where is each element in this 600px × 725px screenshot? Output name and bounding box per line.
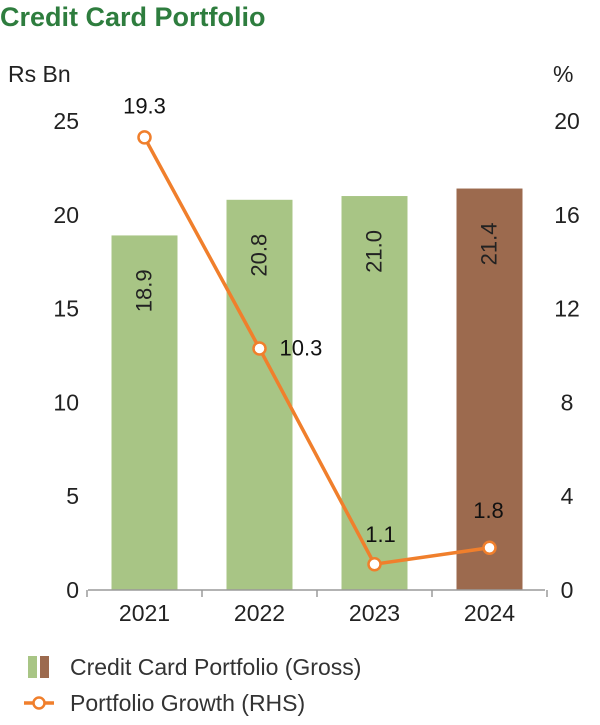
growth-point [252, 341, 267, 356]
right-tick-label: 20 [554, 108, 580, 134]
right-tick-label: 16 [554, 202, 580, 228]
right-tick-label: 0 [561, 577, 574, 603]
left-tick-label: 15 [53, 296, 79, 322]
growth-point [367, 556, 382, 572]
growth-value-label: 1.8 [473, 498, 504, 523]
bar-value-label: 21.4 [477, 223, 502, 266]
right-tick-label: 12 [554, 296, 580, 322]
right-axis-ticks: 0 4 8 12 16 20 [554, 108, 580, 603]
x-tick-label: 2022 [234, 600, 285, 626]
x-axis-ticks: 2021 2022 2023 2024 [86, 590, 548, 626]
right-tick-label: 4 [561, 483, 574, 509]
bar-value-label: 18.9 [132, 269, 157, 312]
left-tick-label: 20 [53, 202, 79, 228]
line-labels: 19.3 10.3 1.1 1.8 [123, 93, 504, 547]
growth-point [482, 540, 497, 556]
bar [226, 199, 293, 591]
bar [456, 188, 523, 590]
left-tick-label: 0 [66, 577, 79, 603]
bar-value-label: 20.8 [247, 234, 272, 277]
chart-title: Credit Card Portfolio [0, 2, 266, 32]
left-axis-unit: Rs Bn [8, 61, 71, 87]
growth-value-label: 10.3 [280, 335, 323, 360]
growth-point [137, 130, 152, 145]
legend-bar-swatch [28, 656, 49, 678]
left-axis-ticks: 0 5 10 15 20 25 [53, 108, 79, 603]
bar-labels: 18.9 20.8 21.0 21.4 [132, 223, 502, 313]
left-tick-label: 25 [53, 108, 79, 134]
bar [111, 235, 178, 590]
right-axis-unit: % [553, 61, 573, 87]
x-tick-label: 2021 [119, 600, 170, 626]
growth-value-label: 19.3 [123, 93, 166, 118]
left-tick-label: 10 [53, 389, 79, 415]
legend-label-portfolio: Credit Card Portfolio (Gross) [70, 654, 361, 680]
x-tick-label: 2024 [464, 600, 515, 626]
growth-value-label: 1.1 [365, 522, 396, 547]
x-tick-label: 2023 [349, 600, 400, 626]
legend-item-growth: Portfolio Growth (RHS) [24, 690, 305, 716]
growth-line-series [137, 130, 497, 572]
legend: Credit Card Portfolio (Gross) Portfolio … [24, 654, 361, 716]
legend-item-portfolio: Credit Card Portfolio (Gross) [28, 654, 361, 680]
legend-label-growth: Portfolio Growth (RHS) [70, 690, 305, 716]
right-tick-label: 8 [561, 389, 574, 415]
growth-line-path [142, 136, 490, 566]
left-tick-label: 5 [66, 483, 79, 509]
bar-series [111, 188, 523, 591]
bar-value-label: 21.0 [362, 230, 387, 273]
legend-line-swatch [24, 696, 54, 710]
